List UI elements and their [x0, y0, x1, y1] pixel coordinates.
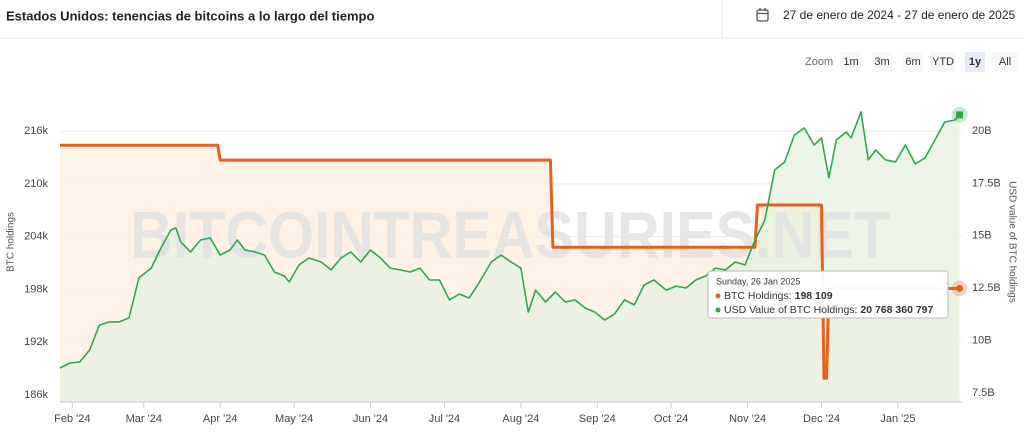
zoom-button-label[interactable]: YTD — [932, 56, 954, 68]
y2-tick-label: 17.5B — [972, 177, 1001, 189]
y-tick-label: 216k — [24, 125, 48, 137]
zoom-label: Zoom — [805, 56, 833, 68]
x-tick-label: Mar '24 — [126, 413, 162, 425]
zoom-button[interactable] — [992, 52, 1018, 72]
y-tick-label: 186k — [24, 389, 48, 401]
tooltip-bullet — [715, 293, 721, 299]
zoom-button-label[interactable]: 1y — [969, 56, 982, 68]
y2-axis-title: USD value of BTC holdings — [1006, 181, 1017, 303]
y2-tick-label: 12.5B — [972, 282, 1001, 294]
y2-tick-label: 15B — [972, 230, 992, 242]
y-tick-label: 210k — [24, 178, 48, 190]
page-title: Estados Unidos: tenencias de bitcoins a … — [6, 8, 374, 23]
tooltip-box — [707, 270, 949, 319]
tooltip-entry: USD Value of BTC Holdings: 20 768 360 79… — [724, 304, 934, 316]
x-tick-label: Feb '24 — [54, 413, 90, 425]
zoom-button[interactable] — [841, 52, 861, 72]
x-tick-label: Nov '24 — [729, 413, 766, 425]
end-marker — [956, 284, 964, 292]
x-tick-label: Dec '24 — [803, 413, 840, 425]
zoom-button[interactable] — [930, 52, 956, 72]
y-tick-label: 198k — [24, 283, 48, 295]
x-tick-label: Apr '24 — [203, 413, 238, 425]
series-line — [60, 143, 960, 380]
tooltip-value: 198 109 — [795, 290, 833, 302]
x-tick-label: Sep '24 — [579, 413, 616, 425]
tooltip-label: USD Value of BTC Holdings: — [724, 304, 860, 316]
tooltip: Sunday, 26 Jan 2025 BTC Holdings: 198 109… — [707, 270, 949, 319]
zoom-button[interactable] — [872, 52, 892, 72]
zoom-buttons: 1m 3m 6m YTD 1y All — [841, 52, 1018, 72]
series-area — [60, 111, 960, 403]
y2-tick-label: 7.5B — [972, 387, 995, 399]
tooltip-title: Sunday, 26 Jan 2025 — [716, 276, 800, 286]
zoom-button-label[interactable]: All — [999, 56, 1011, 68]
x-tick-label: May '24 — [275, 413, 313, 425]
tooltip-bullet — [715, 307, 721, 313]
tooltip-label: BTC Holdings: — [724, 290, 795, 302]
x-tick-label: Jan '25 — [880, 413, 915, 425]
zoom-button-label[interactable]: 6m — [905, 56, 920, 68]
zoom-button[interactable] — [965, 52, 985, 72]
date-range[interactable]: 27 de enero de 2024 - 27 de enero de 202… — [783, 8, 1016, 22]
x-tick-label: Jun '24 — [353, 413, 388, 425]
zoom-button[interactable] — [903, 52, 923, 72]
calendar-icon[interactable] — [756, 8, 769, 22]
y2-tick-label: 10B — [972, 334, 992, 346]
y-tick-label: 204k — [24, 231, 48, 243]
plot-back — [60, 111, 962, 403]
end-marker — [956, 111, 964, 119]
y2-tick-label: 20B — [972, 125, 992, 137]
watermark: BITCOINTREASURIES.NET — [130, 197, 890, 271]
tooltip-value: 20 768 360 797 — [860, 304, 933, 316]
x-tick-label: Aug '24 — [502, 413, 539, 425]
x-tick-label: Jul '24 — [429, 413, 460, 425]
y-axis-title: BTC holdings — [6, 212, 17, 272]
zoom-button-label[interactable]: 1m — [843, 56, 858, 68]
x-tick-label: Oct '24 — [654, 413, 689, 425]
plot-fore: 186k 192k 198k 204k 210k 216k 7.5B 10B 12.5B 15B 1… — [6, 106, 1017, 425]
series-line — [59, 111, 961, 369]
y-tick-label: 192k — [24, 336, 48, 348]
tooltip-entry: BTC Holdings: 198 109 — [724, 290, 833, 302]
zoom-button-label[interactable]: 3m — [874, 56, 889, 68]
